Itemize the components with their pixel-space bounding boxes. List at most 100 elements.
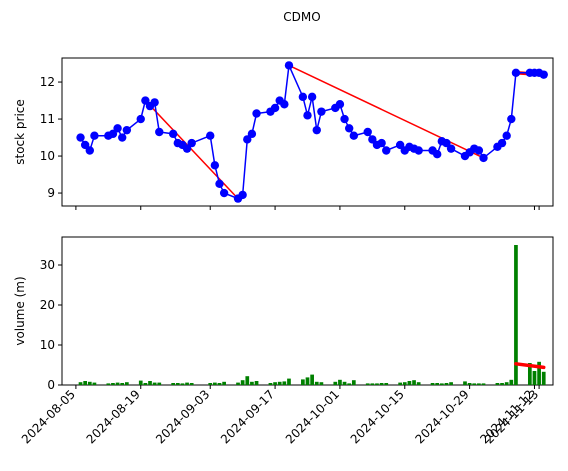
price-point xyxy=(442,138,451,148)
volume-bar xyxy=(435,383,440,385)
volume-bar xyxy=(287,378,291,385)
volume-x-ticks: 2024-08-05 2024-08-19 2024-09-03 2024-09-17… xyxy=(19,385,541,446)
volume-bar xyxy=(217,383,222,385)
volume-bar xyxy=(398,382,402,385)
volume-y-tick-label: 30 xyxy=(40,258,55,272)
price-y-tick-label: 9 xyxy=(47,186,55,200)
price-point xyxy=(344,124,354,133)
price-y-tick-label: 10 xyxy=(40,149,55,163)
volume-bar xyxy=(222,381,226,385)
price-panel: 9 10 11 12 stock price xyxy=(13,57,554,210)
price-point xyxy=(340,114,349,124)
volume-bar xyxy=(115,382,120,385)
volume-bar xyxy=(236,382,240,385)
price-point xyxy=(335,100,345,109)
volume-bar xyxy=(83,381,88,385)
volume-bar xyxy=(254,381,259,385)
volume-bar xyxy=(338,379,342,385)
volume-bar xyxy=(472,383,477,385)
volume-bar xyxy=(120,383,125,385)
volume-bar xyxy=(416,382,421,385)
volume-bar xyxy=(412,380,416,385)
volume-x-tick-label: 2024-09-03 xyxy=(153,387,212,446)
volume-bar xyxy=(481,383,486,385)
volume-bar xyxy=(351,380,356,385)
volume-bar xyxy=(463,381,467,385)
price-y-tick-label: 12 xyxy=(40,75,55,89)
volume-bar xyxy=(495,383,500,385)
price-point xyxy=(395,140,405,150)
price-point xyxy=(284,61,294,70)
price-point xyxy=(349,131,359,140)
volume-bar xyxy=(449,382,453,385)
volume-bar xyxy=(365,383,370,385)
price-y-ticks: 9 10 11 12 xyxy=(40,75,62,200)
price-point xyxy=(497,138,507,148)
volume-y-tick-label: 20 xyxy=(40,298,55,312)
price-point xyxy=(446,144,456,153)
volume-bar xyxy=(527,363,532,385)
volume-bar xyxy=(250,381,254,385)
price-point xyxy=(414,146,423,155)
volume-bar xyxy=(245,376,250,385)
volume-bar xyxy=(384,383,389,385)
price-x-ticks xyxy=(75,206,540,210)
volume-bar xyxy=(78,382,83,385)
volume-bar xyxy=(92,382,97,385)
price-point xyxy=(210,161,220,170)
price-point xyxy=(432,150,442,159)
price-point xyxy=(150,98,159,107)
volume-bar xyxy=(87,381,92,385)
volume-bar xyxy=(477,383,481,385)
volume-x-tick-label: 2024-10-15 xyxy=(348,387,407,446)
volume-bar xyxy=(240,380,245,385)
price-point xyxy=(80,140,90,150)
volume-bar xyxy=(347,383,352,385)
volume-bar xyxy=(439,383,444,385)
volume-bar xyxy=(277,381,282,385)
volume-y-ticks: 0 10 20 30 xyxy=(40,258,62,392)
price-point xyxy=(155,127,164,137)
volume-x-tick-label: 2024-08-19 xyxy=(84,387,143,446)
volume-bars xyxy=(78,245,546,385)
volume-bar xyxy=(379,383,384,385)
volume-bar xyxy=(138,380,143,385)
price-point xyxy=(136,114,145,124)
chart-title: CDMO xyxy=(283,10,320,24)
price-point xyxy=(122,125,132,135)
price-point xyxy=(479,153,488,163)
volume-trend-lines xyxy=(514,362,546,370)
price-point xyxy=(368,135,377,144)
price-trend-lines xyxy=(144,64,546,200)
volume-bar xyxy=(111,383,115,385)
volume-bar xyxy=(124,382,129,385)
price-point xyxy=(474,146,484,155)
volume-bar xyxy=(444,383,449,385)
price-point xyxy=(206,131,215,140)
price-series xyxy=(76,61,548,203)
price-series-line xyxy=(79,62,545,200)
volume-bar xyxy=(509,379,514,385)
price-point xyxy=(243,135,252,144)
volume-bar xyxy=(504,382,509,385)
volume-bar xyxy=(402,382,407,385)
volume-axes-frame xyxy=(61,236,554,386)
price-point xyxy=(377,138,386,148)
volume-bar xyxy=(305,377,310,385)
price-point xyxy=(307,92,317,102)
volume-bar xyxy=(171,383,176,385)
volume-bar xyxy=(157,382,162,385)
volume-bar xyxy=(180,383,185,385)
price-point xyxy=(539,70,548,79)
price-point xyxy=(507,114,516,124)
volume-bar xyxy=(208,383,213,385)
price-y-axis-label: stock price xyxy=(13,99,27,165)
volume-bar xyxy=(282,381,287,385)
price-trend-line xyxy=(288,64,485,159)
price-point xyxy=(76,133,85,142)
price-point xyxy=(113,124,122,133)
volume-bar xyxy=(189,383,194,385)
price-point xyxy=(317,107,326,116)
